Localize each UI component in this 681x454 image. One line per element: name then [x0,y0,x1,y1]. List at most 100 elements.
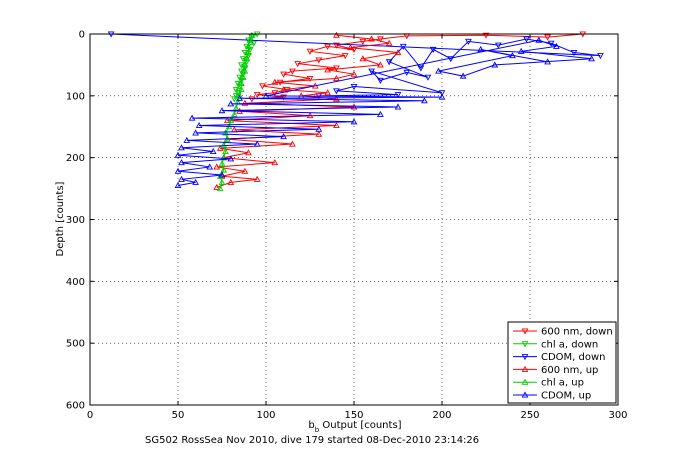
data-point [315,57,323,64]
data-point [482,32,490,39]
series-5 [174,36,595,189]
data-point [206,163,214,170]
data-point [333,31,340,38]
data-point [250,40,258,47]
data-point [494,42,502,49]
data-point [394,103,402,110]
data-point [421,97,428,104]
data-point [209,147,217,155]
y-tick-label: 300 [66,215,85,226]
data-point [289,140,296,147]
data-point [241,50,249,57]
data-point [248,31,256,38]
data-point [192,178,199,185]
legend-label: 600 nm, up [541,365,598,376]
data-point [333,65,340,72]
data-point [435,67,442,74]
data-point [174,181,182,189]
legend-item: chl a, up [513,378,584,389]
data-point [324,43,331,50]
data-point [259,83,266,90]
data-point [271,90,279,97]
data-point [438,93,446,100]
data-point [227,117,235,124]
data-point [447,56,455,63]
data-point [271,78,279,85]
y-tick-label: 400 [66,277,85,288]
data-point [368,68,375,75]
data-point [174,167,182,174]
data-point [377,61,384,68]
data-point [236,94,243,101]
data-point [237,86,245,93]
data-point [183,136,191,143]
data-point [570,50,578,57]
data-point [220,141,228,148]
data-point [253,92,261,99]
data-point [306,75,314,83]
legend-item: CDOM, up [513,391,591,402]
axes-layer: 0 50 100 150 200 250 300 0 100 200 300 400 500 600 [66,30,628,422]
data-point [403,69,411,76]
data-point [241,99,249,106]
data-point [227,155,235,162]
y-tick-label: 0 [79,30,85,41]
data-point [333,95,340,102]
data-point [213,183,221,190]
data-point [271,159,279,166]
data-point [333,42,340,49]
data-point [178,175,185,182]
data-point [377,77,384,84]
legend-label: CDOM, up [541,391,591,402]
data-point [218,160,226,167]
data-point [216,185,224,192]
data-point [377,36,384,43]
legend-box [507,321,617,404]
x-tick-label: 200 [432,410,451,421]
data-point [341,53,349,60]
data-point [350,103,358,110]
data-point [368,35,375,42]
data-point [245,42,252,49]
data-point [315,125,323,132]
data-point [465,38,472,45]
data-point [246,36,254,43]
data-point [188,114,196,121]
legend-marker [521,391,529,398]
data-point [350,118,358,125]
data-point [218,107,226,114]
data-point [523,36,530,43]
data-point [195,121,203,129]
data-point [315,130,323,137]
data-point [333,121,340,129]
series-line [177,39,592,186]
data-point [491,61,499,68]
data-point [424,74,432,81]
data-point [385,59,393,66]
data-point [178,159,185,166]
data-point [253,175,261,182]
data-point [429,46,437,53]
data-point [517,47,525,54]
data-point [243,55,251,62]
data-point [237,68,245,75]
data-point [544,58,551,65]
figure-caption: SG502 RossSea Nov 2010, dive 179 started… [145,435,479,446]
data-point [232,87,240,94]
data-point [262,92,270,99]
data-point [230,96,238,103]
data-point [509,52,516,59]
data-point [227,178,235,185]
data-point [216,144,224,151]
legend-label: chl a, down [541,339,598,350]
data-point [239,73,247,80]
x-axis-label: bb Output [counts] [308,420,401,434]
data-point [241,167,249,174]
x-tick-label: 250 [520,410,539,421]
data-point [394,49,402,56]
data-point [245,149,252,156]
data-point [192,129,199,136]
